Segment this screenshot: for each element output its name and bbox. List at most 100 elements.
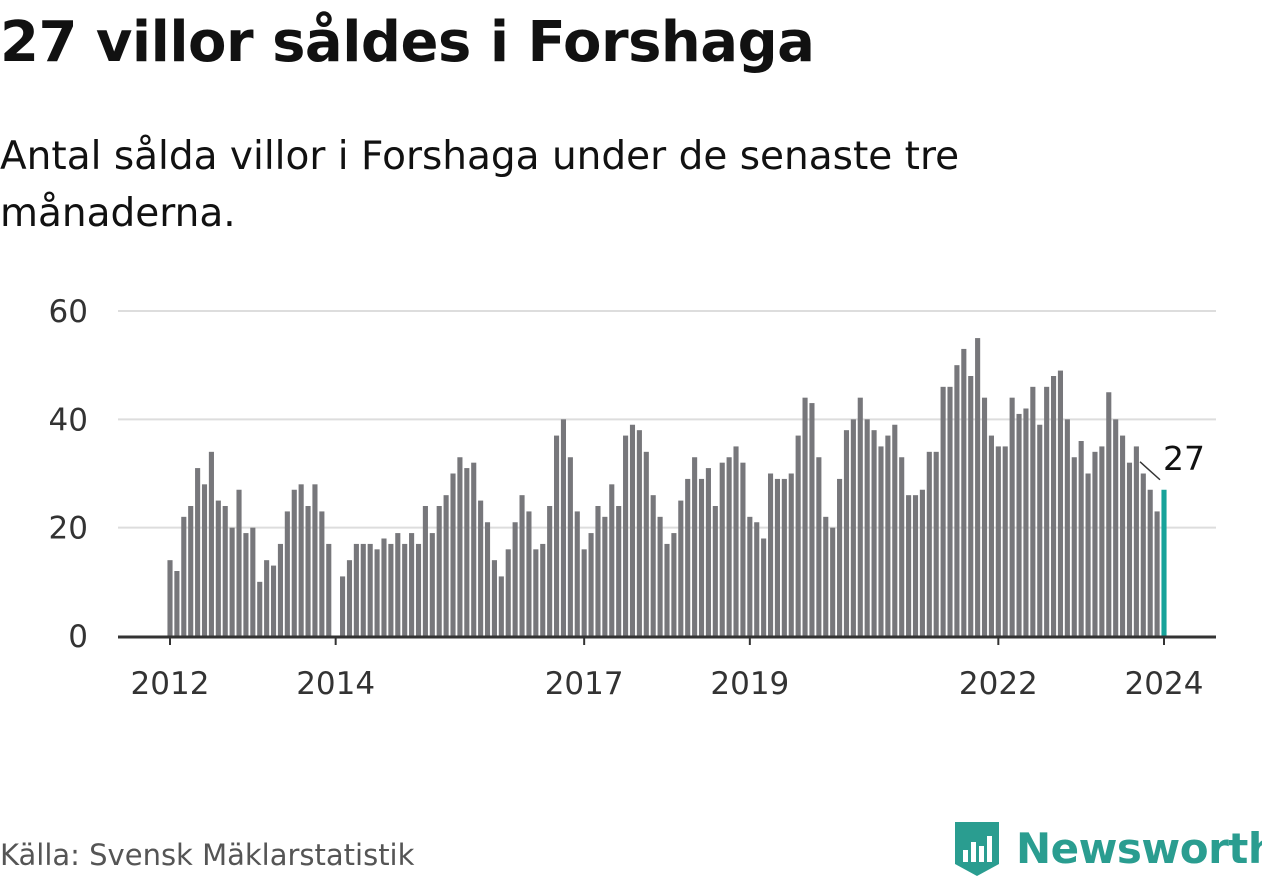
bar [422,506,428,636]
bar [567,457,573,636]
bars [167,338,1167,636]
bar [1140,473,1146,636]
bar [519,495,525,636]
bar [719,462,725,636]
bar [305,506,311,636]
axes [118,635,1216,645]
bar [457,457,463,636]
bar [919,489,925,636]
bar [215,500,221,636]
bar [705,468,711,636]
bar [257,581,263,636]
bar [243,533,249,636]
bar [229,527,235,636]
bar [733,446,739,636]
brand-name: Newsworthy [1016,823,1262,873]
bar [581,549,587,636]
bar [671,533,677,636]
bar [491,560,497,636]
bar [402,543,408,636]
bar [443,495,449,636]
source-note: Källa: Svensk Mäklarstatistik [0,838,415,872]
bar [346,560,353,636]
bar [926,451,932,636]
bar [692,457,698,636]
bar-chart: 0 20 40 60 2012 2014 2017 2019 2022 2024 27 [49,294,1216,702]
bar [1126,462,1133,636]
bar [968,376,974,636]
bar [830,527,836,636]
bar [954,365,960,636]
bar [843,430,850,636]
bar [809,403,815,636]
bar [1133,446,1139,636]
y-tick-label-20: 20 [49,511,88,547]
bar [415,543,422,636]
bar [981,397,988,636]
bar [816,457,822,636]
bar [643,451,649,636]
bar-latest [1161,489,1167,636]
bar [450,473,456,636]
bar [1044,386,1050,636]
bar [906,495,912,636]
bar [505,549,511,636]
bar [988,435,994,636]
bar [547,506,553,636]
bar [892,424,898,636]
y-tick-label-40: 40 [49,402,88,438]
bar [222,506,228,636]
bar [436,506,442,636]
x-tick-label-2024: 2024 [1125,666,1204,702]
bar [588,533,594,636]
bar [264,560,270,636]
bar [1120,435,1126,636]
bar [650,495,656,636]
bar [740,462,746,636]
bar [1078,441,1084,636]
bar [871,430,877,636]
bar [312,484,318,636]
bar [1016,413,1022,636]
bar [975,338,981,636]
bar [864,419,870,636]
x-tick-label-2022: 2022 [959,666,1038,702]
bar [899,457,905,636]
x-tick-label-2017: 2017 [545,666,624,702]
bar [1147,489,1153,636]
bar [201,484,208,636]
bar [947,386,953,636]
y-tick-label-60: 60 [49,294,88,330]
bar [188,506,194,636]
bar [795,435,801,636]
bar [664,543,670,636]
bar [360,543,366,636]
bar [526,511,532,636]
labels: 0 20 40 60 2012 2014 2017 2019 2022 2024 27 [49,294,1205,702]
bar [754,522,760,636]
bar [512,522,518,636]
bar [319,511,325,636]
bar [340,576,346,636]
bar [236,489,242,636]
bar [181,516,187,636]
bar [885,435,891,636]
bar [636,430,642,636]
bar [995,446,1001,636]
bar [298,484,304,636]
bar [270,565,277,636]
bar [484,522,491,636]
bar [1023,408,1029,636]
bar [712,506,718,636]
bar [1106,392,1112,636]
bar [837,478,843,636]
bar [326,543,332,636]
y-tick-label-0: 0 [68,619,88,655]
bar [353,543,359,636]
bar [774,478,780,636]
bar [1154,511,1160,636]
bar [554,435,560,636]
bar [174,571,180,636]
bar [609,484,615,636]
bar [250,527,256,636]
